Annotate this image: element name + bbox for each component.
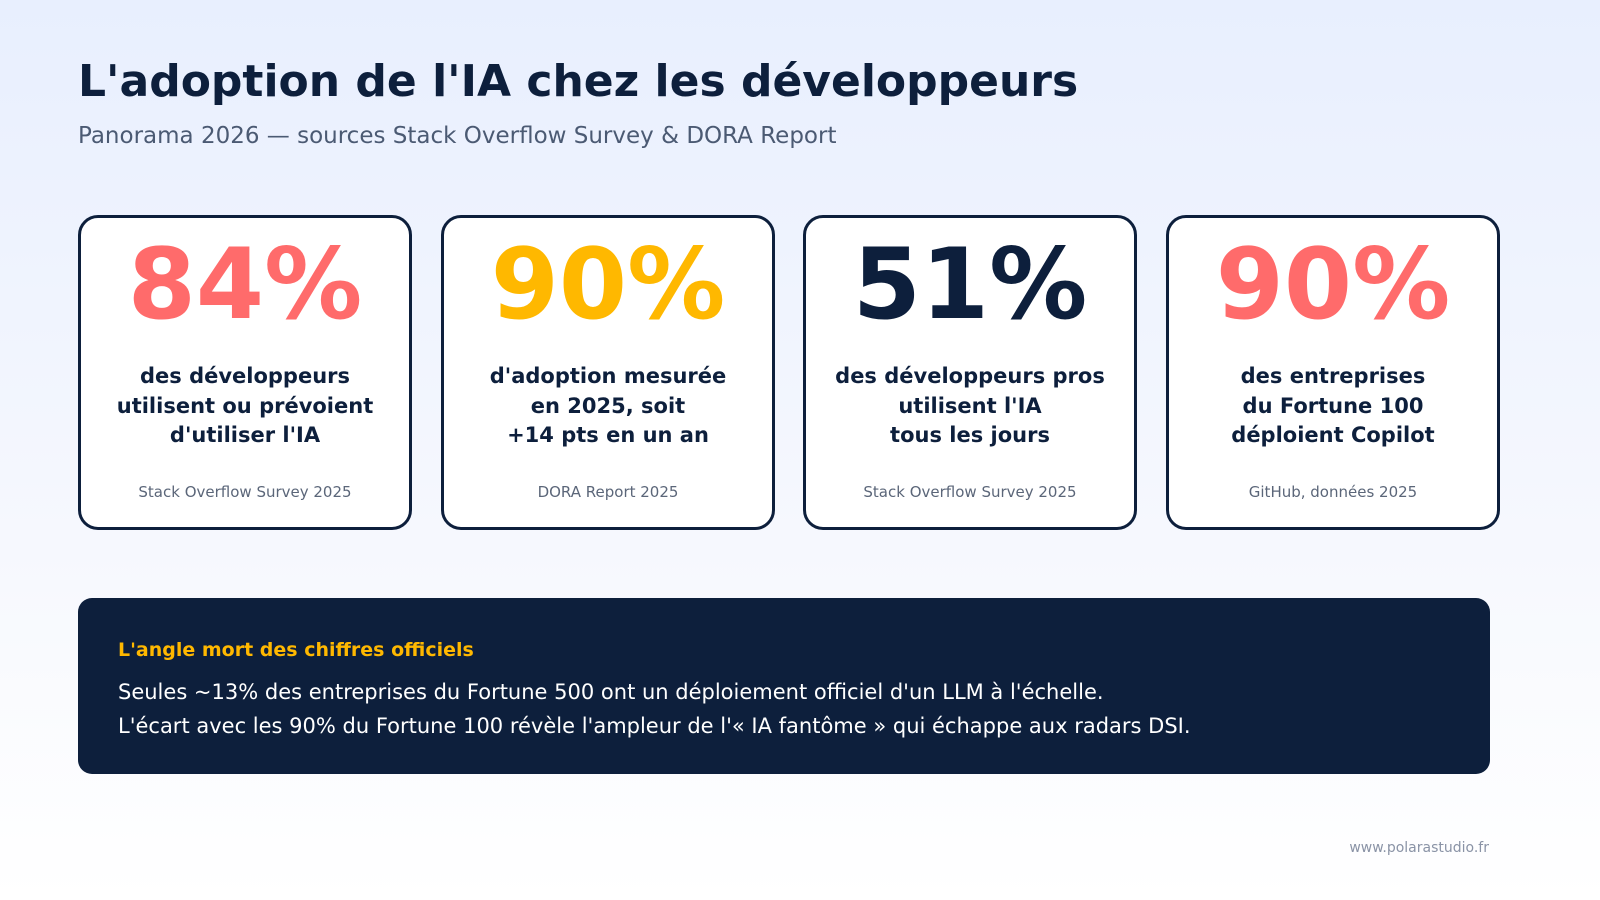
callout-line: L'écart avec les 90% du Fortune 100 révè… (118, 714, 1191, 738)
stat-source: Stack Overflow Survey 2025 (138, 483, 352, 501)
stat-card-daily-usage: 51% des développeurs pros utilisent l'IA… (803, 215, 1137, 530)
stat-description: d'adoption mesurée en 2025, soit +14 pts… (489, 364, 727, 447)
stat-card-fortune-copilot: 90% des entreprises du Fortune 100 déplo… (1166, 215, 1500, 530)
page-title: L'adoption de l'IA chez les développeurs (78, 56, 1079, 107)
stat-value: 90% (490, 228, 726, 342)
stat-description: des entreprises du Fortune 100 déploient… (1231, 364, 1435, 447)
callout-box: L'angle mort des chiffres officiels Seul… (78, 598, 1490, 774)
callout-line: Seules ~13% des entreprises du Fortune 5… (118, 680, 1104, 704)
stat-value: 84% (127, 228, 363, 342)
stat-value: 51% (852, 228, 1088, 342)
stat-source: Stack Overflow Survey 2025 (863, 483, 1077, 501)
callout-title: L'angle mort des chiffres officiels (118, 639, 474, 661)
stat-source: GitHub, données 2025 (1248, 483, 1418, 501)
stat-description: des développeurs utilisent ou prévoient … (116, 364, 374, 447)
stat-source: DORA Report 2025 (537, 483, 679, 501)
stat-card-dora-adoption: 90% d'adoption mesurée en 2025, soit +14… (441, 215, 775, 530)
stat-value: 90% (1215, 228, 1451, 342)
footer-url: www.polarastudio.fr (1349, 840, 1489, 856)
stat-card-developers-ai-usage: 84% des développeurs utilisent ou prévoi… (78, 215, 412, 530)
page-subtitle: Panorama 2026 — sources Stack Overflow S… (78, 123, 837, 149)
stat-description: des développeurs pros utilisent l'IA tou… (835, 364, 1105, 447)
